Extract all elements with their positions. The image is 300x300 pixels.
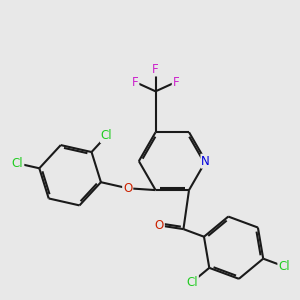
Text: Cl: Cl (186, 276, 198, 289)
Text: F: F (132, 76, 139, 88)
Text: Cl: Cl (101, 129, 112, 142)
Text: Cl: Cl (278, 260, 290, 273)
Text: F: F (152, 62, 159, 76)
Text: N: N (201, 154, 210, 168)
Text: Cl: Cl (12, 157, 23, 170)
Text: O: O (155, 219, 164, 232)
Text: O: O (123, 182, 132, 195)
Text: F: F (173, 76, 179, 88)
